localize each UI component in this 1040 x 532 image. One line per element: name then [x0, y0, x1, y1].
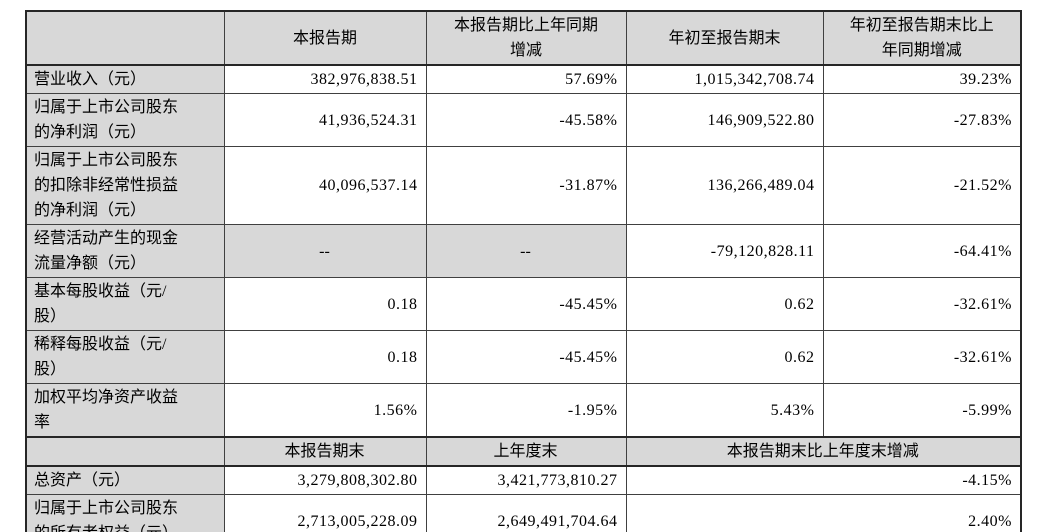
cell-ytd-yoy: -27.83% [822, 93, 1022, 147]
section1-header-row: 本报告期 本报告期比上年同期增减 年初至报告期末 年初至报告期末比上年同期增减 [25, 10, 1022, 66]
row-label: 加权平均净资产收益率 [25, 383, 225, 438]
cell-ytd: 0.62 [625, 277, 824, 331]
table-row-net-profit-excl-nonrecurring: 归属于上市公司股东的扣除非经常性损益的净利润（元） 40,096,537.14 … [25, 146, 1022, 225]
cell-current: 0.18 [223, 330, 427, 384]
cell-current: 382,976,838.51 [223, 64, 427, 94]
cell-yoy: -31.87% [425, 146, 627, 225]
corner-cell [25, 10, 225, 66]
cell-ytd: -79,120,828.11 [625, 224, 824, 278]
row-label: 经营活动产生的现金流量净额（元） [25, 224, 225, 278]
row-label: 归属于上市公司股东的扣除非经常性损益的净利润（元） [25, 146, 225, 225]
table-row-operating-cash-flow: 经营活动产生的现金流量净额（元） -- -- -79,120,828.11 -6… [25, 224, 1022, 278]
row-label: 营业收入（元） [25, 64, 225, 94]
row-label: 总资产（元） [25, 465, 225, 495]
table-row-diluted-eps: 稀释每股收益（元/股） 0.18 -45.45% 0.62 -32.61% [25, 330, 1022, 384]
cell-change: 2.40% [625, 494, 1022, 532]
cell-yoy: -1.95% [425, 383, 627, 438]
row-label: 归属于上市公司股东的净利润（元） [25, 93, 225, 147]
column-header-current-period: 本报告期 [223, 10, 427, 66]
cell-ytd: 5.43% [625, 383, 824, 438]
cell-ytd: 0.62 [625, 330, 824, 384]
cell-ytd: 136,266,489.04 [625, 146, 824, 225]
cell-yoy: -45.58% [425, 93, 627, 147]
cell-ytd-yoy: -32.61% [822, 330, 1022, 384]
table-row-revenue: 营业收入（元） 382,976,838.51 57.69% 1,015,342,… [25, 64, 1022, 94]
row-label: 归属于上市公司股东的所有者权益（元） [25, 494, 225, 532]
cell-prior-year-end: 2,649,491,704.64 [425, 494, 627, 532]
cell-yoy: 57.69% [425, 64, 627, 94]
corner-cell [25, 436, 225, 467]
cell-ytd-yoy: -5.99% [822, 383, 1022, 438]
row-label: 基本每股收益（元/股） [25, 277, 225, 331]
cell-period-end: 3,279,808,302.80 [223, 465, 427, 495]
cell-yoy: -45.45% [425, 277, 627, 331]
cell-ytd: 146,909,522.80 [625, 93, 824, 147]
column-header-prior-year-end: 上年度末 [425, 436, 627, 467]
cell-change: -4.15% [625, 465, 1022, 495]
row-label: 稀释每股收益（元/股） [25, 330, 225, 384]
cell-ytd-yoy: -21.52% [822, 146, 1022, 225]
column-header-period-end: 本报告期末 [223, 436, 427, 467]
table-row-basic-eps: 基本每股收益（元/股） 0.18 -45.45% 0.62 -32.61% [25, 277, 1022, 331]
key-financials-table: 本报告期 本报告期比上年同期增减 年初至报告期末 年初至报告期末比上年同期增减 … [25, 10, 1022, 532]
cell-period-end: 2,713,005,228.09 [223, 494, 427, 532]
table-row-net-profit: 归属于上市公司股东的净利润（元） 41,936,524.31 -45.58% 1… [25, 93, 1022, 147]
cell-current-na: -- [223, 224, 427, 278]
cell-ytd: 1,015,342,708.74 [625, 64, 824, 94]
section2-header-row: 本报告期末 上年度末 本报告期末比上年度末增减 [25, 436, 1022, 467]
cell-prior-year-end: 3,421,773,810.27 [425, 465, 627, 495]
column-header-change-vs-prior-year-end: 本报告期末比上年度末增减 [625, 436, 1022, 467]
cell-yoy-na: -- [425, 224, 627, 278]
cell-ytd-yoy: 39.23% [822, 64, 1022, 94]
table-row-weighted-roe: 加权平均净资产收益率 1.56% -1.95% 5.43% -5.99% [25, 383, 1022, 438]
cell-current: 40,096,537.14 [223, 146, 427, 225]
cell-ytd-yoy: -64.41% [822, 224, 1022, 278]
column-header-current-yoy: 本报告期比上年同期增减 [425, 10, 627, 66]
table-row-total-assets: 总资产（元） 3,279,808,302.80 3,421,773,810.27… [25, 465, 1022, 495]
cell-current: 1.56% [223, 383, 427, 438]
cell-yoy: -45.45% [425, 330, 627, 384]
cell-current: 0.18 [223, 277, 427, 331]
cell-current: 41,936,524.31 [223, 93, 427, 147]
column-header-ytd: 年初至报告期末 [625, 10, 824, 66]
column-header-ytd-yoy: 年初至报告期末比上年同期增减 [822, 10, 1022, 66]
cell-ytd-yoy: -32.61% [822, 277, 1022, 331]
table-row-shareholders-equity: 归属于上市公司股东的所有者权益（元） 2,713,005,228.09 2,64… [25, 494, 1022, 532]
